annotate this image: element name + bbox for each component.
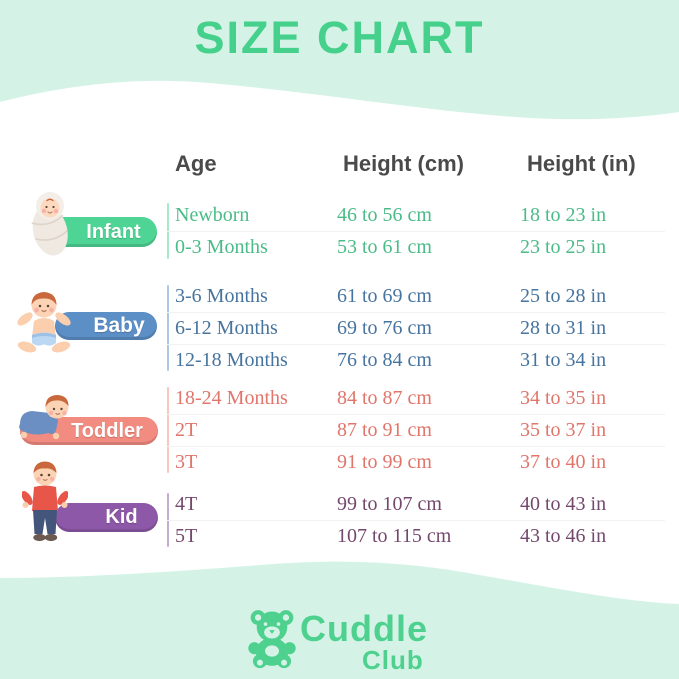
kid-group-badge: Kid [55,503,158,532]
table-row: 2T 87 to 91 cm 35 to 37 in [167,414,665,446]
age-cell: Newborn [175,203,250,226]
table-row: 6-12 Months 69 to 76 cm 28 to 31 in [167,312,665,344]
height-cm-cell: 69 to 76 cm [337,317,432,339]
toddler-group-label: Toddler [71,419,143,442]
height-in-cell: 23 to 25 in [520,236,607,258]
height-in-cell: 28 to 31 in [520,317,607,339]
height-in-cell: 18 to 23 in [520,203,607,226]
age-cell: 5T [175,525,198,547]
toddler-group-divider [167,387,169,473]
height-cm-cell: 107 to 115 cm [337,525,452,547]
kid-group-label: Kid [105,506,138,528]
height-in-cell: 25 to 28 in [520,284,607,307]
height-cm-cell: 53 to 61 cm [337,236,432,258]
table-row: Newborn 46 to 56 cm 18 to 23 in [167,199,665,231]
table-row: 3-6 Months 61 to 69 cm 25 to 28 in [167,280,665,312]
brand-logo: Cuddle Club [246,604,466,675]
height-cm-cell: 84 to 87 cm [337,386,432,409]
sitting-baby-illustration [17,292,71,353]
height-in-cell: 40 to 43 in [520,492,607,515]
height-in-cell: 34 to 35 in [520,386,607,409]
height-cm-cell: 91 to 99 cm [337,451,432,473]
table-row: 18-24 Months 84 to 87 cm 34 to 35 in [167,382,665,414]
baby-group-divider [167,285,169,371]
table-row: 3T 91 to 99 cm 37 to 40 in [167,446,665,478]
height-cm-cell: 99 to 107 cm [337,492,442,515]
brand-name: Cuddle [300,608,428,649]
table-row: 5T 107 to 115 cm 43 to 46 in [167,520,665,552]
table-row: 12-18 Months 76 to 84 cm 31 to 34 in [167,344,665,376]
age-cell: 0-3 Months [175,236,268,258]
header-height-in: Height (in) [527,151,636,176]
table-row: 4T 99 to 107 cm 40 to 43 in [167,488,665,520]
baby-group-label: Baby [93,314,145,337]
standing-kid-illustration [22,461,68,542]
baby-rows: 3-6 Months 61 to 69 cm 25 to 28 in 6-12 … [167,280,665,376]
swaddled-baby-illustration [31,192,68,256]
height-in-cell: 35 to 37 in [520,419,607,441]
infant-rows: Newborn 46 to 56 cm 18 to 23 in 0-3 Mont… [167,199,665,263]
height-in-cell: 37 to 40 in [520,451,607,473]
header-height-cm: Height (cm) [343,151,464,176]
height-in-cell: 31 to 34 in [520,349,607,371]
baby-group-badge: Baby [55,312,157,340]
age-cell: 12-18 Months [175,349,288,371]
toddler-rows: 18-24 Months 84 to 87 cm 34 to 35 in 2T … [167,382,665,478]
age-cell: 2T [175,419,198,441]
table-row: 0-3 Months 53 to 61 cm 23 to 25 in [167,231,665,263]
teddy-bear-icon [248,610,296,669]
height-in-cell: 43 to 46 in [520,525,607,547]
age-cell: 18-24 Months [175,386,288,409]
kid-rows: 4T 99 to 107 cm 40 to 43 in 5T 107 to 11… [167,488,665,552]
height-cm-cell: 76 to 84 cm [337,349,432,371]
age-cell: 3-6 Months [175,284,268,307]
age-cell: 4T [175,492,198,515]
height-cm-cell: 87 to 91 cm [337,419,432,441]
infant-group-label: Infant [86,220,141,243]
crawling-toddler-illustration [19,395,69,440]
age-cell: 6-12 Months [175,317,278,339]
page-title: SIZE CHART [194,12,485,63]
age-cell: 3T [175,451,198,473]
brand-suffix: Club [362,645,424,675]
height-cm-cell: 61 to 69 cm [337,284,432,307]
height-cm-cell: 46 to 56 cm [337,203,432,226]
header-age: Age [175,151,217,176]
